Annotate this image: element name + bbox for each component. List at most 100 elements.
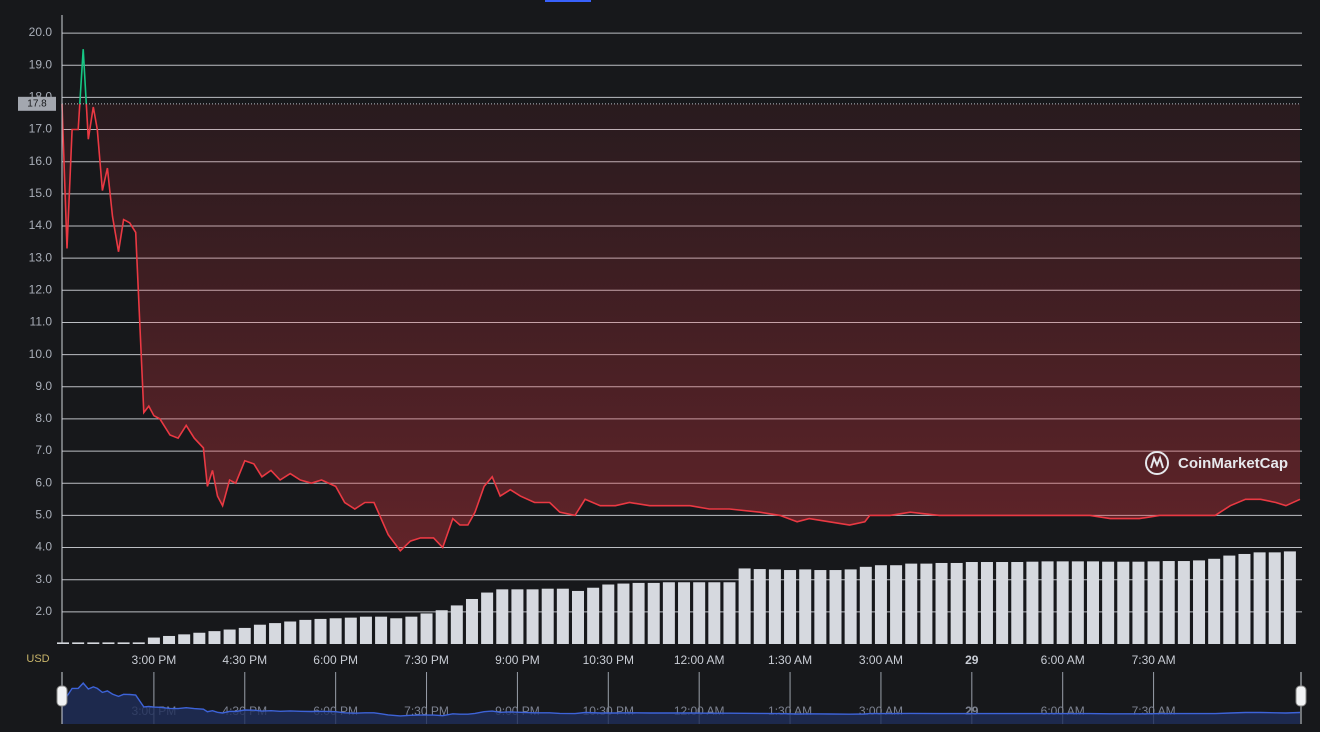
x-tick-label: 6:00 AM (1041, 653, 1085, 667)
y-tick-label: 8.0 (35, 411, 52, 425)
tab-indicator (545, 0, 591, 2)
volume-bar (102, 642, 115, 644)
volume-bar (435, 610, 448, 644)
volume-bar (814, 570, 827, 644)
volume-bar (1102, 561, 1115, 644)
navigator-handle[interactable] (1295, 685, 1307, 707)
x-tick-label: 3:00 AM (859, 653, 903, 667)
volume-bar (511, 589, 524, 644)
volume-bar (253, 624, 266, 644)
x-tick-label: 7:30 PM (404, 653, 449, 667)
volume-bar (1147, 561, 1160, 644)
volume-bar (768, 569, 781, 644)
volume-bar (208, 631, 221, 644)
volume-bar (223, 629, 236, 644)
volume-bar (1132, 561, 1145, 644)
navigator-handle[interactable] (56, 685, 68, 707)
reference-label: 17.8 (27, 98, 47, 109)
volume-bar (193, 632, 206, 644)
y-tick-label: 11.0 (30, 315, 53, 329)
volume-bar (1283, 551, 1296, 644)
volume-bar (1177, 561, 1190, 644)
volume-bar (390, 618, 403, 644)
y-tick-label: 16.0 (29, 154, 53, 168)
y-tick-label: 10.0 (29, 347, 53, 361)
volume-bar (1071, 561, 1084, 644)
y-tick-label: 2.0 (35, 604, 52, 618)
price-line (61, 49, 1301, 553)
x-tick-label: 3:00 PM (132, 653, 177, 667)
y-tick-label: 4.0 (35, 540, 52, 554)
axes: 2.0 3.0 4.0 5.0 6.0 7.0 8.0 9.0 10.0 11.0 12.0 13.0… (18, 15, 1300, 667)
x-tick-label: 6:00 PM (313, 653, 358, 667)
logo-icon (1145, 451, 1169, 475)
navigator[interactable]: 3:00 PM4:30 PM6:00 PM7:30 PM9:00 PM10:30… (56, 672, 1307, 724)
volume-bar (72, 642, 85, 644)
volume-bar (284, 621, 297, 644)
volume-bar (996, 562, 1009, 644)
watermark-text: CoinMarketCap (1178, 455, 1288, 472)
volume-bar (359, 616, 372, 644)
y-tick-label: 9.0 (35, 379, 52, 393)
volume-bar (784, 570, 797, 644)
x-tick-label: 10:30 PM (583, 653, 634, 667)
volume-bar (662, 582, 675, 644)
volume-bar (935, 562, 948, 644)
volume-bar (980, 562, 993, 644)
volume-bar (1041, 561, 1054, 644)
y-tick-label: 17.0 (29, 122, 53, 136)
volume-bar (344, 617, 357, 644)
volume-bar (526, 589, 539, 644)
x-tick-label: 9:00 PM (495, 653, 540, 667)
volume-bar (1223, 555, 1236, 644)
volume-bar (178, 634, 191, 644)
volume-bar (859, 566, 872, 644)
volume-bar (905, 563, 918, 644)
volume-bar (632, 582, 645, 644)
volume-bar (587, 587, 600, 644)
volume-bar (874, 565, 887, 644)
volume-bar (647, 582, 660, 644)
volume-bar (405, 616, 418, 644)
volume-bars (57, 551, 1296, 644)
x-tick-label: 7:30 AM (1132, 653, 1176, 667)
y-tick-label: 13.0 (29, 250, 53, 264)
reference-tag (18, 96, 56, 111)
volume-bar (965, 562, 978, 644)
volume-bar (920, 563, 933, 644)
volume-bar (844, 569, 857, 644)
y-tick-label: 20.0 (29, 25, 53, 39)
volume-bar (329, 618, 342, 644)
logo-glyph (1150, 455, 1164, 469)
volume-bar (753, 569, 766, 644)
volume-bar (1011, 562, 1024, 644)
volume-bar (799, 569, 812, 644)
y-tick-label: 7.0 (35, 443, 52, 457)
volume-bar (481, 592, 494, 644)
x-tick-label: 1:30 AM (768, 653, 812, 667)
volume-bar (1117, 561, 1130, 644)
volume-bar (450, 605, 463, 644)
volume-bar (238, 627, 251, 644)
volume-bar (693, 582, 706, 644)
volume-bar (1238, 553, 1251, 644)
volume-bar (163, 635, 176, 644)
y-tick-label: 3.0 (35, 572, 52, 586)
y-tick-label: 5.0 (35, 508, 52, 522)
volume-bar (57, 642, 70, 644)
volume-bar (950, 562, 963, 644)
volume-bar (723, 582, 736, 644)
x-tick-label: 12:00 AM (674, 653, 725, 667)
volume-bar (314, 618, 327, 644)
price-area (62, 103, 1300, 551)
volume-bar (1026, 561, 1039, 644)
volume-bar (1268, 552, 1281, 644)
y-tick-label: 19.0 (29, 57, 53, 71)
volume-bar (708, 582, 721, 644)
volume-bar (678, 582, 691, 644)
volume-bar (572, 590, 585, 644)
volume-bar (1086, 561, 1099, 644)
y-tick-label: 12.0 (29, 282, 53, 296)
volume-bar (299, 619, 312, 644)
